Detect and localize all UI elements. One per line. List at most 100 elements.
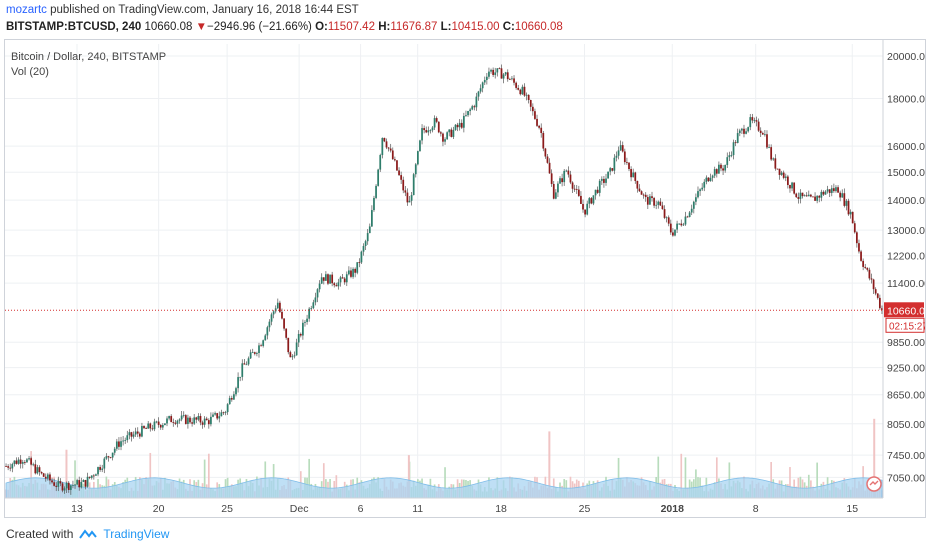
candle-body [603, 178, 605, 183]
candle-body [609, 168, 612, 172]
candle-body [709, 177, 712, 182]
candle-body [722, 168, 724, 171]
candle-body [810, 194, 812, 197]
candle-body [839, 192, 842, 198]
author-link[interactable]: mozartc [6, 4, 47, 16]
tradingview-brand-link[interactable]: TradingView [103, 527, 170, 541]
candle-body [536, 118, 538, 126]
candle-body [249, 352, 252, 359]
candle-body [878, 297, 881, 309]
candle-body [362, 245, 365, 252]
candle-body [483, 79, 486, 83]
candle-body [741, 128, 743, 131]
candle-body [69, 485, 72, 490]
candle-body [508, 79, 511, 80]
candle-body [414, 164, 417, 175]
candle-body [291, 356, 294, 358]
candle-body [542, 132, 545, 149]
candle-body [210, 416, 212, 425]
volume-bar [74, 460, 76, 498]
candle-body [667, 217, 670, 224]
candle-body [661, 205, 664, 210]
chart-panel[interactable]: 20000.00 18000.00 16000.00 15000.00 14000.00… [4, 39, 926, 518]
candle-body [715, 169, 718, 174]
candle-body [600, 178, 603, 181]
candle-body [446, 132, 449, 140]
candle-body [584, 209, 586, 215]
candle-body [130, 432, 133, 437]
candle-body [475, 96, 478, 108]
candle-body [393, 159, 396, 161]
candle-body [774, 158, 777, 169]
candle-body [299, 333, 302, 336]
candle-body [473, 106, 476, 108]
candle-body [793, 182, 796, 194]
candle-body [567, 170, 570, 175]
candle-body [776, 168, 779, 170]
candle-body [429, 130, 432, 132]
candle-body [805, 195, 808, 197]
candle-body [787, 176, 789, 185]
volume-spike [407, 455, 410, 498]
volume-bar [816, 462, 818, 498]
candle-body [262, 340, 265, 346]
candle-body [389, 148, 392, 151]
candle-body [412, 174, 415, 196]
candle-body [753, 120, 756, 121]
chart-settings-glyph [869, 480, 879, 486]
candle-body [289, 352, 292, 358]
time-tick-label: 13 [71, 503, 83, 515]
candle-body [339, 277, 342, 283]
candle-body [504, 72, 507, 75]
candle-body [46, 474, 49, 479]
candle-body [454, 124, 457, 130]
price-tick-label: 7050.00 [887, 472, 925, 484]
price-tick-label: 12200.00 [887, 251, 925, 263]
time-tick-label: 20 [153, 503, 165, 515]
candle-body [247, 358, 250, 365]
candle-body [830, 188, 833, 193]
volume-ma-area [5, 477, 883, 499]
candle-body [281, 311, 283, 319]
candle-body [61, 483, 64, 491]
candle-body [164, 423, 166, 426]
candle-body [391, 150, 394, 160]
candle-body [371, 210, 373, 227]
candle-body [642, 194, 645, 196]
candle-body [822, 191, 825, 195]
candle-body [801, 192, 804, 197]
volume-bar [322, 463, 325, 498]
candle-body [657, 201, 660, 205]
candle-body [222, 412, 225, 414]
candle-body [628, 162, 630, 170]
price-chart[interactable]: 20000.00 18000.00 16000.00 15000.00 14000.00… [5, 40, 925, 517]
candle-body [398, 170, 400, 176]
change-value: −2946.96 (−21.66%) [207, 21, 312, 33]
price-tick-label: 20000.00 [887, 51, 925, 63]
chart-title: Bitcoin / Dollar, 240, BITSTAMP [11, 51, 167, 63]
candle-body [230, 398, 233, 400]
candle-body [383, 137, 386, 142]
candle-body [283, 318, 285, 329]
candle-body [101, 468, 104, 470]
change-arrow-icon: ▼ [195, 21, 208, 33]
candle-body [141, 426, 143, 437]
candle-body [498, 68, 501, 70]
candle-body [322, 277, 325, 281]
candle-body [21, 462, 24, 464]
candle-body [15, 460, 18, 464]
candle-body [605, 178, 607, 183]
candle-body [548, 162, 551, 174]
candle-body [488, 71, 490, 77]
price-tick-label: 13000.00 [887, 225, 925, 237]
candle-body [554, 192, 557, 199]
candle-body [358, 262, 361, 264]
candle-body [534, 111, 536, 119]
candle-body [745, 131, 747, 134]
open-value: 11507.42 [327, 21, 375, 33]
volume-bar [207, 453, 210, 498]
candle-body [368, 226, 371, 234]
candle-body [387, 147, 390, 149]
candle-body [80, 481, 83, 488]
candle-body [688, 212, 691, 218]
